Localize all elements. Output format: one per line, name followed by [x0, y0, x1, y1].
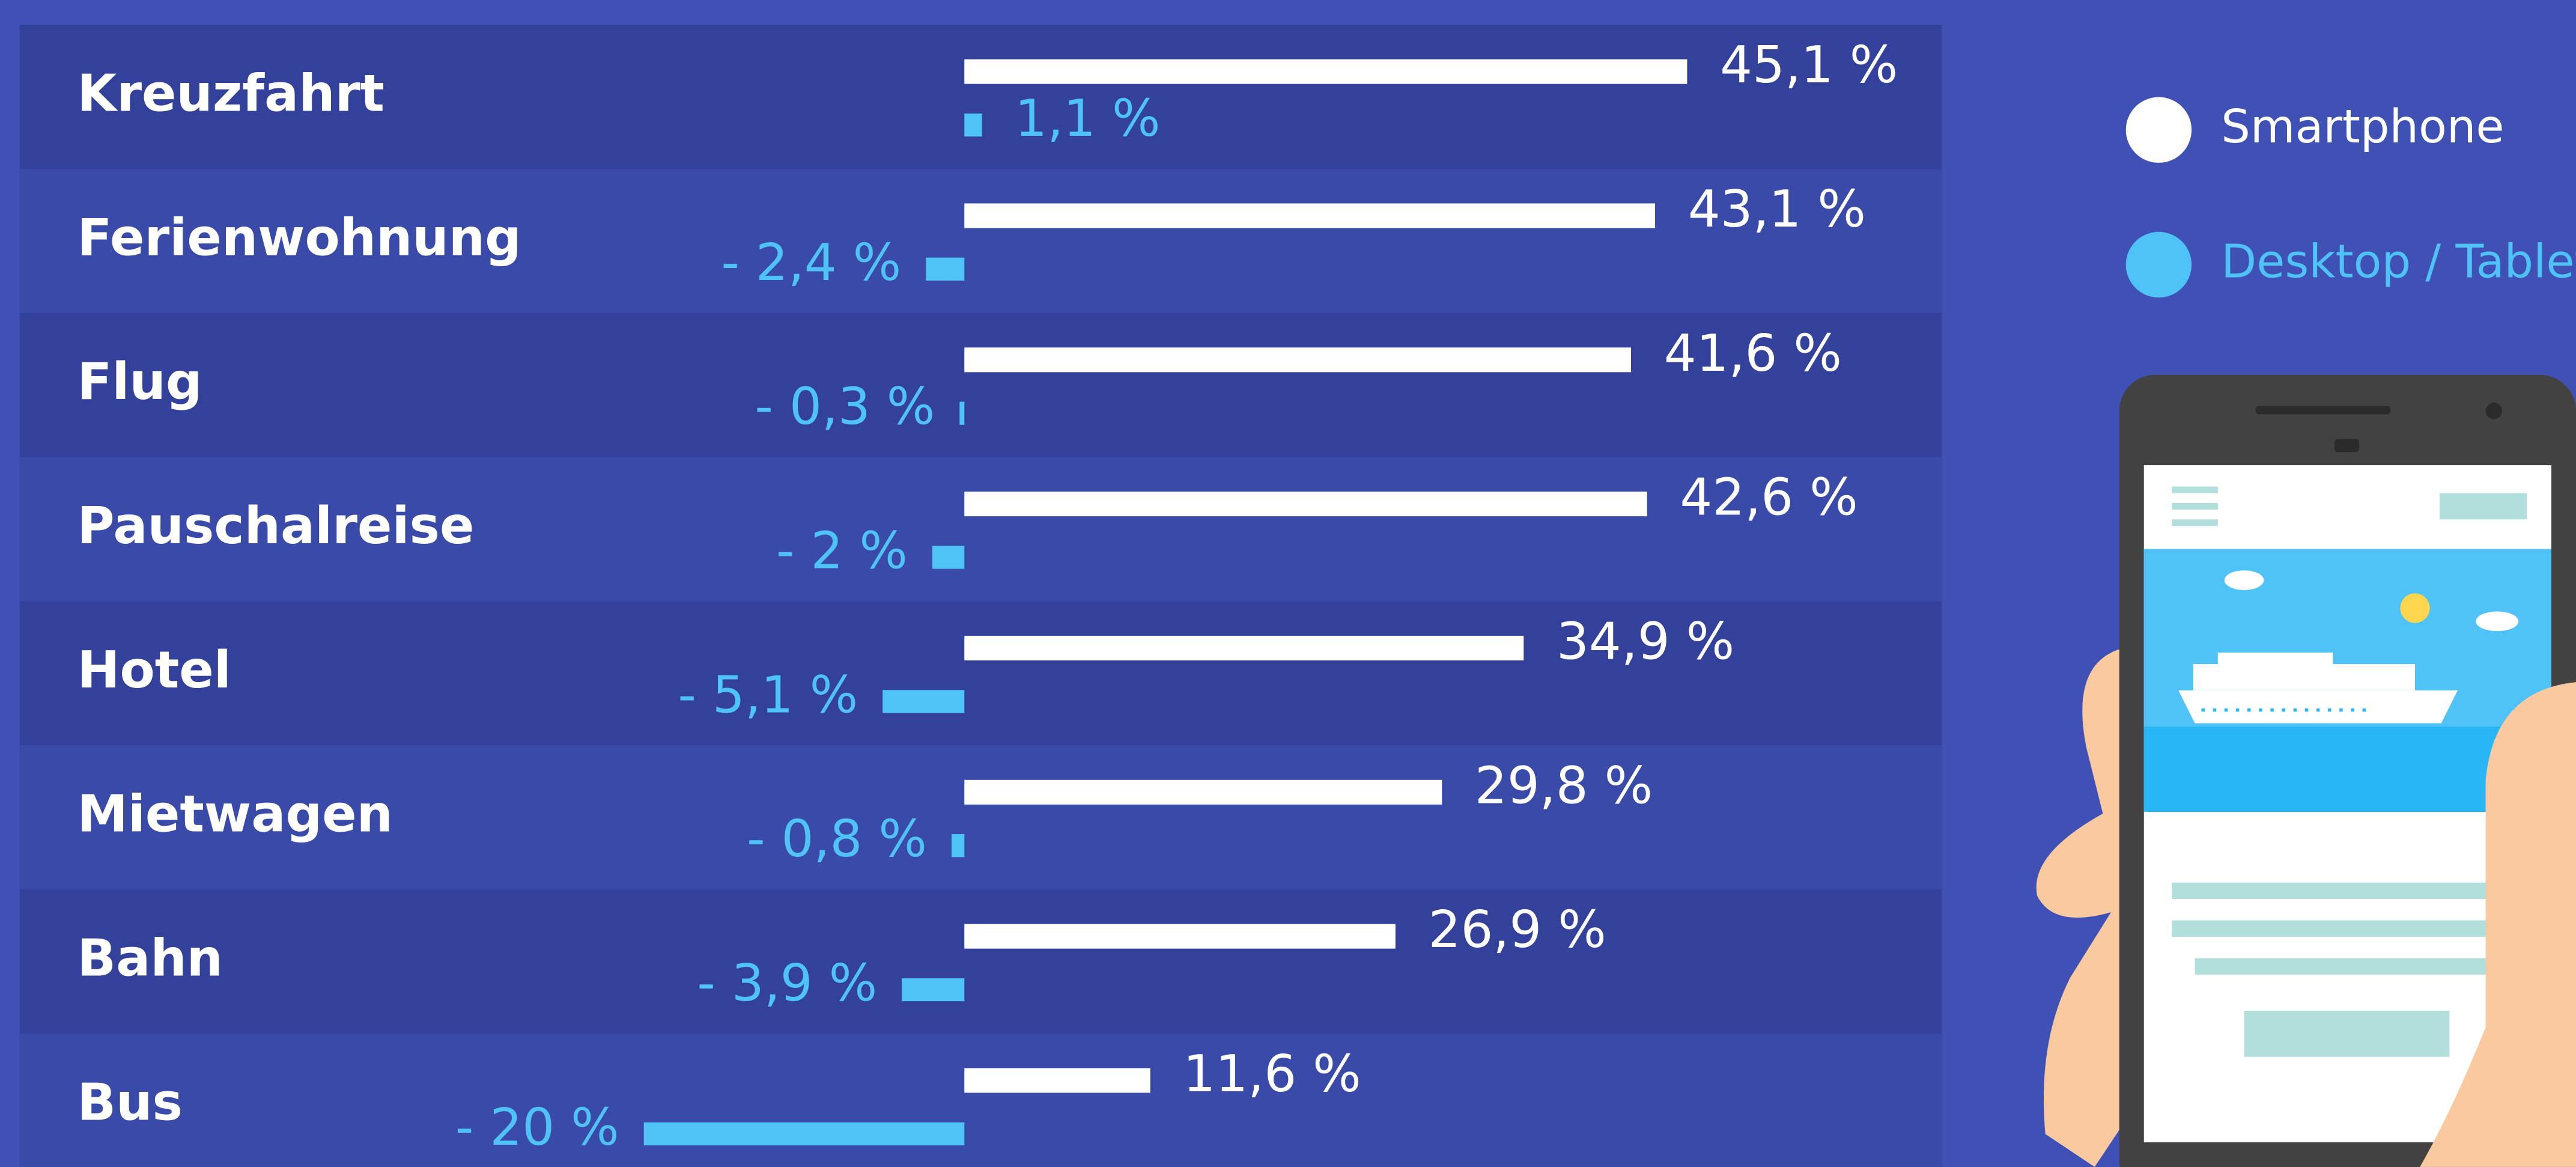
row-background [20, 1034, 1942, 1167]
value-label: 41,6 % [1664, 323, 1842, 383]
bar [964, 114, 982, 136]
bar [964, 780, 1442, 805]
bar [964, 636, 1523, 660]
category-label: Bahn [77, 928, 223, 988]
value-label: - 3,9 % [697, 953, 877, 1013]
bar [964, 59, 1687, 84]
bar [964, 347, 1631, 372]
bar [964, 1068, 1150, 1092]
value-label: 34,9 % [1557, 611, 1734, 671]
legend-marker [2126, 232, 2192, 297]
value-label: - 0,3 % [755, 377, 935, 436]
value-label: - 0,8 % [747, 809, 927, 868]
value-label: - 5,1 % [678, 665, 858, 724]
page: Kreuzfahrt 45,1 % 1,1 % Ferienwohnung 43,1 %… [0, 0, 2576, 1167]
row-background [20, 889, 1942, 1034]
value-label: 43,1 % [1688, 179, 1866, 239]
value-label: 42,6 % [1680, 468, 1858, 527]
value-label: - 2 % [776, 520, 908, 580]
value-label: 1,1 % [1015, 88, 1160, 148]
bar [964, 492, 1647, 516]
value-label: 26,9 % [1429, 900, 1606, 959]
chart: Kreuzfahrt 45,1 % 1,1 % Ferienwohnung 43,1 %… [0, 0, 2576, 1167]
value-label: 45,1 % [1720, 35, 1898, 94]
category-label: Bus [77, 1072, 183, 1132]
bar [952, 834, 964, 857]
rows: Kreuzfahrt 45,1 % 1,1 % Ferienwohnung 43,1 %… [20, 25, 1942, 1167]
value-label: - 2,4 % [721, 233, 901, 292]
legend-marker [2126, 97, 2192, 163]
value-label: 11,6 % [1183, 1044, 1361, 1103]
row-background [20, 313, 1942, 457]
value-label: - 20 % [455, 1097, 619, 1157]
bar [959, 402, 964, 425]
category-label: Ferienwohnung [77, 207, 521, 267]
category-label: Pauschalreise [77, 496, 475, 555]
bar [882, 690, 964, 713]
bar [644, 1123, 965, 1145]
legend-label: Smartphone [2221, 100, 2504, 154]
category-label: Hotel [77, 640, 231, 699]
legend-label: Desktop / Tablet [2221, 235, 2576, 288]
bar [964, 924, 1396, 949]
value-label: 29,8 % [1475, 755, 1653, 815]
category-label: Kreuzfahrt [77, 64, 384, 123]
bar [964, 203, 1655, 228]
category-label: Flug [77, 352, 202, 411]
bar [932, 546, 964, 568]
bar [926, 258, 964, 281]
category-label: Mietwagen [77, 784, 393, 844]
bar [902, 978, 964, 1001]
